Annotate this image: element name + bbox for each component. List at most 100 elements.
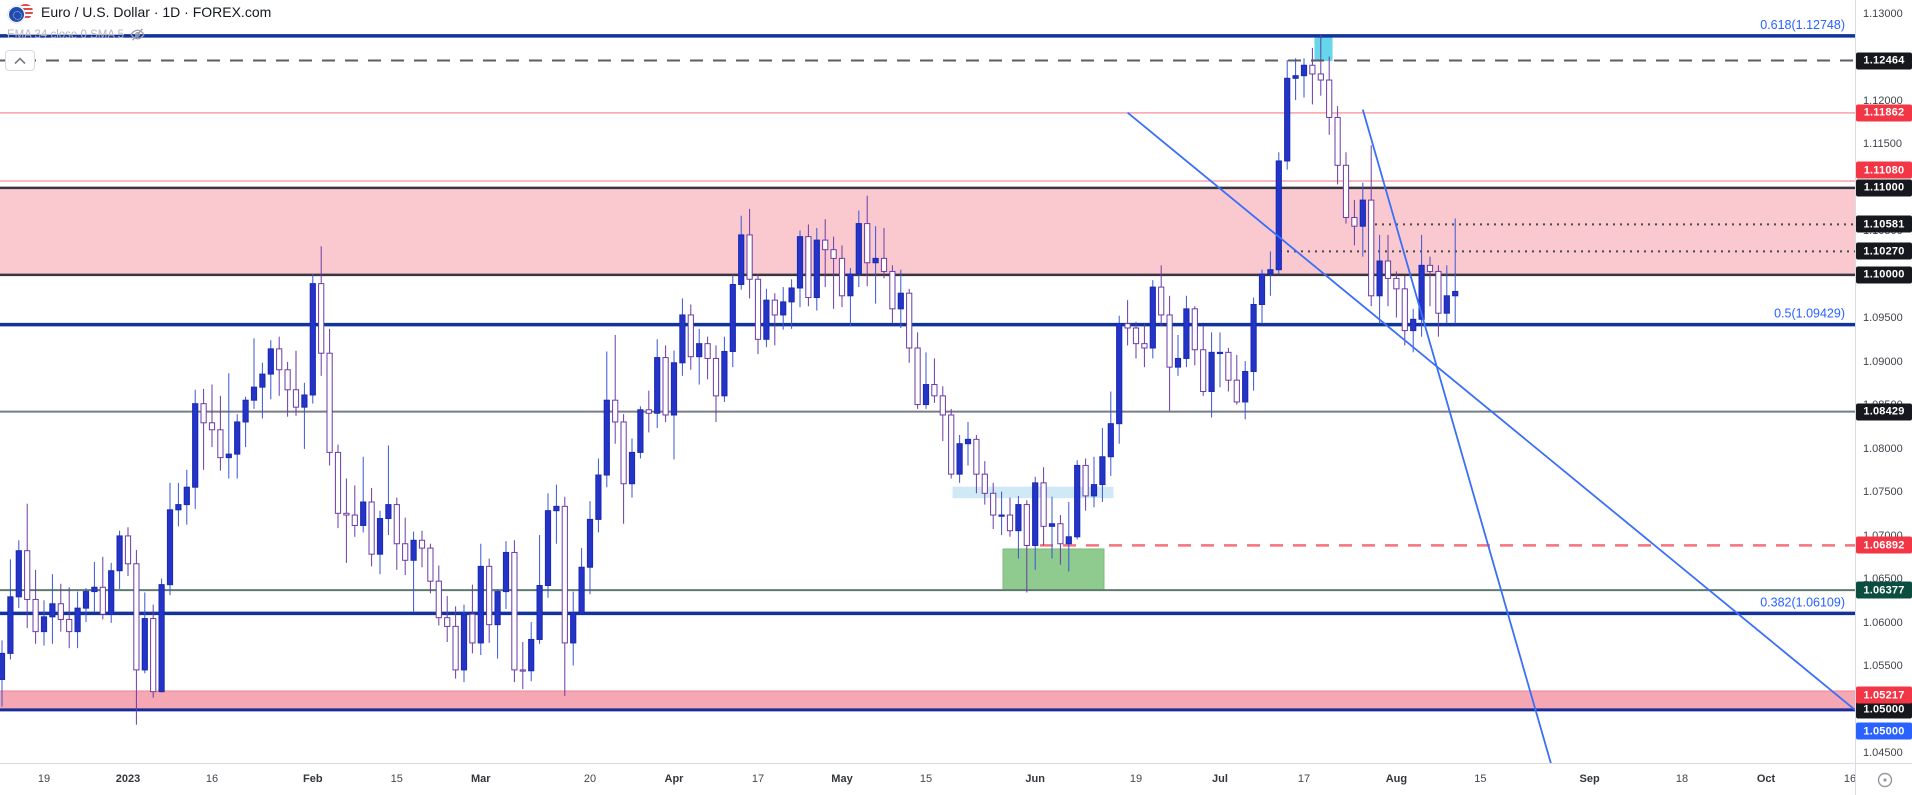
price-axis-label: 1.05000: [1856, 722, 1912, 740]
candle-body: [939, 395, 946, 416]
candle-body: [1149, 286, 1156, 349]
candle-body: [452, 625, 459, 671]
candle-body: [57, 603, 64, 620]
candle-body: [32, 598, 39, 633]
candle-body: [981, 473, 988, 494]
candle-body: [696, 343, 703, 358]
candle-body: [712, 357, 720, 397]
candle-body: [1225, 351, 1232, 381]
candle-body: [91, 586, 98, 593]
candle-body: [1006, 514, 1014, 532]
price-axis-label: 1.05000: [1856, 701, 1912, 719]
eye-off-icon[interactable]: [129, 26, 146, 43]
candle-body: [1258, 273, 1266, 305]
candle-body: [519, 669, 526, 672]
candle-body: [200, 403, 207, 424]
time-axis-tick: 15: [919, 773, 933, 785]
candle-body: [1065, 536, 1072, 545]
time-axis-tick: 17: [1297, 773, 1311, 785]
candle-body: [1435, 270, 1442, 314]
candle-body: [1216, 351, 1224, 355]
candle-body: [1090, 484, 1098, 497]
candle-body: [897, 292, 904, 310]
candle-body: [259, 373, 266, 388]
price-axis-tick: 1.07500: [1863, 486, 1903, 499]
candle-body: [796, 236, 804, 289]
time-axis-tick: 2023: [115, 773, 141, 785]
candle-body: [1116, 323, 1123, 425]
candle-body: [40, 616, 48, 633]
symbol-title[interactable]: Euro / U.S. Dollar · 1D · FOREX.com: [41, 4, 272, 20]
price-axis-tick: 1.05500: [1863, 660, 1903, 673]
candle-body: [99, 586, 106, 615]
candle-body: [822, 239, 829, 251]
candle-body: [250, 386, 258, 401]
candle-body: [1166, 314, 1173, 368]
candle-body: [578, 566, 585, 614]
candle-body: [1015, 504, 1022, 532]
candle-body: [1174, 357, 1182, 368]
candle-body: [1275, 160, 1282, 271]
candle-body: [763, 299, 770, 340]
candle-body: [460, 613, 468, 671]
candle-body: [376, 518, 384, 555]
candle-body: [276, 348, 283, 371]
candle-body: [486, 565, 493, 626]
legend-collapse-button[interactable]: [5, 50, 35, 71]
candle-body: [1292, 75, 1299, 79]
price-axis-tick: 1.09000: [1863, 355, 1903, 368]
candle-body: [964, 438, 972, 445]
price-axis-tick: 1.08000: [1863, 442, 1903, 455]
price-axis-label: 1.11000: [1856, 179, 1912, 197]
price-axis-label: 1.12464: [1856, 52, 1912, 70]
time-axis-tick: 18: [1675, 773, 1689, 785]
indicator-label[interactable]: EMA 34 close 0 SMA 5: [7, 28, 124, 41]
candle-body: [166, 509, 174, 586]
candle-body: [1401, 288, 1408, 332]
candle-body: [1040, 482, 1047, 527]
candle-body: [1124, 323, 1131, 329]
candle-body: [133, 563, 140, 671]
time-axis-tick: 20: [583, 773, 597, 785]
candle-body: [192, 403, 199, 488]
indicator-legend[interactable]: EMA 34 close 0 SMA 5: [7, 26, 146, 43]
candle-body: [1048, 523, 1056, 527]
candle-body: [1317, 73, 1324, 81]
chart-plot-area[interactable]: 0.618(1.12748) 0.5(1.09429) 0.382(1.06109): [0, 0, 1856, 767]
candle-body: [469, 613, 476, 644]
candle-body: [931, 384, 938, 397]
candle-body: [687, 314, 694, 358]
time-axis-tick: May: [831, 773, 853, 785]
candle-body: [301, 394, 308, 408]
time-axis-tick: Aug: [1385, 773, 1408, 785]
candle-body: [435, 580, 442, 619]
price-axis-tick: 1.12000: [1863, 94, 1903, 107]
candle-body: [385, 504, 392, 520]
axis-corner[interactable]: [1855, 763, 1912, 795]
time-axis-tick: 16: [205, 773, 219, 785]
candle-body: [183, 486, 190, 506]
candle-body: [906, 292, 913, 349]
price-axis[interactable]: 1.130001.120001.115001.105001.095001.090…: [1855, 0, 1912, 763]
candle-body: [1410, 318, 1417, 332]
price-axis-label: 1.11080: [1856, 161, 1912, 179]
time-axis-tick: Sep: [1579, 773, 1600, 785]
scale-target-icon: [1877, 772, 1892, 788]
candle-body: [217, 429, 224, 459]
price-chart-canvas[interactable]: 0.618(1.12748) 0.5(1.09429) 0.382(1.06109): [0, 0, 1856, 767]
candle-body: [309, 283, 316, 396]
price-axis-label: 1.11862: [1856, 104, 1912, 122]
candle-body: [1191, 308, 1198, 351]
candle-body: [175, 504, 182, 511]
candle-body: [49, 603, 56, 618]
candle-body: [612, 399, 619, 423]
candle-body: [1158, 286, 1165, 316]
time-axis[interactable]: 19 2023 16 Feb 15 Mar 20 Apr 17 May 15 Jun 19 Jul 17 Au…: [0, 763, 1856, 795]
candle-body: [511, 551, 518, 671]
candle-body: [267, 348, 274, 375]
candle-body: [847, 273, 854, 297]
candle-body: [771, 299, 778, 316]
candle-body: [402, 543, 409, 561]
price-axis-label: 1.05217: [1856, 686, 1912, 704]
